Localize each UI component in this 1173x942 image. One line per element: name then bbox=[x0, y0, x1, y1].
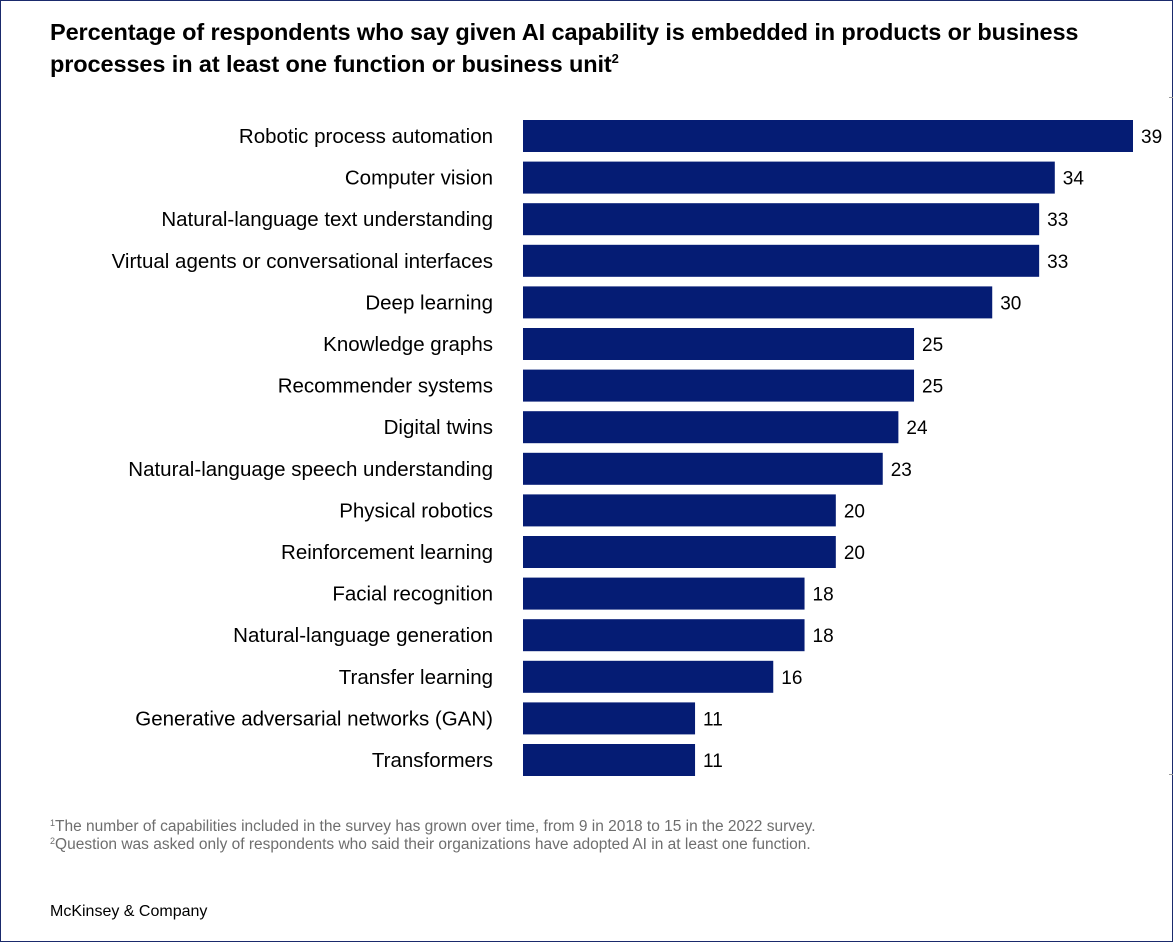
data-label: 11 bbox=[703, 709, 723, 730]
footnote-1-marker: 1 bbox=[50, 818, 56, 828]
data-label: 30 bbox=[1000, 293, 1021, 314]
category-label: Knowledge graphs bbox=[323, 333, 493, 356]
bar bbox=[523, 286, 993, 319]
category-label: Physical robotics bbox=[339, 499, 493, 522]
edge-tick-bottom bbox=[1169, 774, 1173, 775]
category-label: Reinforcement learning bbox=[281, 541, 493, 564]
category-label: Transformers bbox=[372, 749, 493, 772]
category-label: Virtual agents or conversational interfa… bbox=[112, 250, 493, 273]
data-label: 20 bbox=[844, 501, 865, 522]
bar bbox=[523, 702, 696, 735]
footnote-1-text: The number of capabilities included in t… bbox=[55, 818, 816, 835]
bar bbox=[523, 244, 1040, 277]
data-label: 33 bbox=[1047, 210, 1068, 231]
data-label: 18 bbox=[813, 626, 834, 647]
data-label: 25 bbox=[922, 377, 943, 398]
bar bbox=[523, 536, 836, 568]
data-label: 33 bbox=[1047, 252, 1068, 273]
category-label: Natural-language speech understanding bbox=[128, 458, 493, 481]
data-label: 24 bbox=[906, 418, 928, 439]
category-label: Recommender systems bbox=[278, 375, 493, 398]
bar bbox=[523, 161, 1055, 194]
data-label: 18 bbox=[813, 585, 834, 606]
category-label: Transfer learning bbox=[339, 666, 493, 689]
chart-title-text: Percentage of respondents who say given … bbox=[50, 19, 1079, 77]
category-label: Natural-language text understanding bbox=[161, 208, 493, 231]
data-label: 23 bbox=[891, 460, 912, 481]
data-label: 25 bbox=[922, 335, 943, 356]
footnote-2-marker: 2 bbox=[50, 836, 56, 846]
bar bbox=[523, 328, 915, 360]
category-label: Robotic process automation bbox=[239, 125, 493, 148]
brand-logo-text: McKinsey & Company bbox=[50, 903, 208, 920]
data-label: 16 bbox=[781, 668, 802, 689]
bar bbox=[523, 411, 899, 444]
data-label: 20 bbox=[844, 543, 865, 564]
category-label: Deep learning bbox=[365, 291, 493, 314]
data-label: 39 bbox=[1141, 127, 1162, 148]
bar bbox=[523, 660, 774, 693]
bar bbox=[523, 120, 1133, 152]
bar bbox=[523, 369, 915, 402]
category-label: Facial recognition bbox=[332, 583, 493, 606]
footnote-2-text: Question was asked only of respondents w… bbox=[55, 836, 811, 853]
bar bbox=[523, 494, 836, 527]
footnote-2: 2Question was asked only of respondents … bbox=[50, 836, 1100, 854]
bar bbox=[523, 619, 805, 652]
category-label: Digital twins bbox=[384, 416, 493, 439]
footnote-1: 1The number of capabilities included in … bbox=[50, 818, 1100, 836]
bar bbox=[523, 744, 696, 776]
data-label: 34 bbox=[1063, 169, 1085, 190]
edge-tick-top bbox=[1169, 97, 1173, 98]
chart-title: Percentage of respondents who say given … bbox=[50, 16, 1150, 80]
bar bbox=[523, 203, 1040, 236]
bar-chart: Robotic process automation 39 Computer vis… bbox=[112, 120, 1162, 776]
bar bbox=[523, 577, 805, 610]
footnotes: 1The number of capabilities included in … bbox=[50, 818, 1100, 854]
bar bbox=[523, 452, 883, 485]
title-footnote-marker: 2 bbox=[611, 51, 619, 66]
category-label: Generative adversarial networks (GAN) bbox=[135, 707, 493, 730]
category-label: Natural-language generation bbox=[233, 624, 493, 647]
category-label: Computer vision bbox=[345, 167, 493, 190]
data-label: 11 bbox=[703, 751, 723, 772]
